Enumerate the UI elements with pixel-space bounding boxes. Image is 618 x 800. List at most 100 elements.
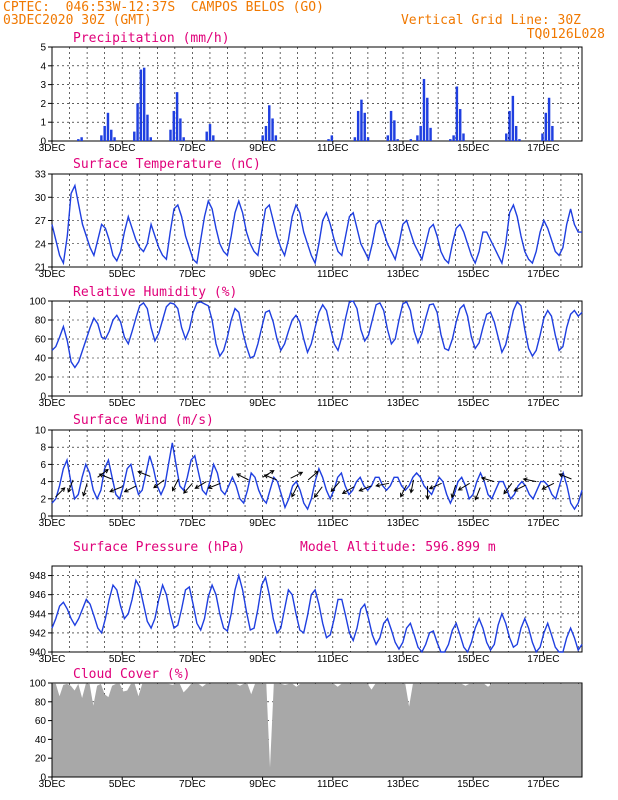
precip-bar bbox=[146, 114, 149, 141]
x-tick-label: 13DEC bbox=[387, 269, 419, 280]
precip-bar bbox=[511, 95, 515, 141]
precip-bar bbox=[205, 131, 208, 141]
series-line bbox=[51, 442, 583, 511]
x-tick-label: 9DEC bbox=[249, 398, 276, 409]
y-tick-label: 940 bbox=[29, 648, 46, 659]
precip-bar bbox=[106, 112, 110, 141]
precip-bar bbox=[212, 135, 215, 141]
y-tick-label: 8 bbox=[40, 443, 46, 454]
precip-bar bbox=[356, 110, 360, 141]
y-tick-label: 948 bbox=[29, 571, 46, 582]
wind-arrow bbox=[409, 479, 415, 494]
x-tick-label: 9DEC bbox=[249, 143, 276, 154]
wind-arrow bbox=[457, 482, 470, 491]
precip-bar bbox=[268, 105, 271, 141]
precip-bar bbox=[505, 133, 508, 141]
precip-bar bbox=[264, 125, 268, 141]
wind-arrow bbox=[513, 484, 527, 492]
wind-arrow bbox=[290, 471, 304, 479]
precip-bar bbox=[327, 139, 330, 141]
wind-arrow bbox=[375, 482, 390, 488]
x-tick-label: 7DEC bbox=[179, 398, 206, 409]
x-tick-label: 7DEC bbox=[179, 779, 206, 790]
precip-bar bbox=[182, 137, 185, 141]
y-tick-label: 4 bbox=[40, 61, 46, 72]
precip-bar bbox=[518, 139, 521, 141]
x-tick-label: 13DEC bbox=[387, 398, 419, 409]
y-tick-label: 30 bbox=[35, 193, 47, 204]
wind-arrow bbox=[194, 481, 207, 489]
x-tick-label: 11DEC bbox=[317, 518, 349, 529]
x-tick-label: 7DEC bbox=[179, 143, 206, 154]
x-tick-label: 17DEC bbox=[527, 269, 559, 280]
x-tick-label: 3DEC bbox=[39, 654, 66, 665]
x-tick-label: 5DEC bbox=[109, 779, 136, 790]
wind-arrow bbox=[558, 473, 572, 480]
x-tick-label: 15DEC bbox=[457, 269, 489, 280]
precip-bar bbox=[547, 97, 551, 141]
y-tick-label: 0 bbox=[40, 512, 46, 523]
precip-bar bbox=[455, 86, 459, 141]
y-tick-label: 60 bbox=[35, 335, 47, 346]
x-tick-label: 15DEC bbox=[457, 143, 489, 154]
x-tick-label: 17DEC bbox=[527, 143, 559, 154]
panel-annotation: Model Altitude: 596.899 m bbox=[300, 540, 496, 555]
precip-bar bbox=[462, 133, 465, 141]
x-tick-label: 9DEC bbox=[249, 779, 276, 790]
precip-bar bbox=[551, 125, 554, 141]
precip-bar bbox=[363, 112, 366, 141]
x-tick-label: 5DEC bbox=[109, 518, 136, 529]
precip-bar bbox=[274, 135, 278, 141]
precip-bar bbox=[169, 129, 172, 141]
y-tick-label: 80 bbox=[35, 697, 47, 708]
precip-bar bbox=[100, 135, 103, 141]
x-tick-label: 13DEC bbox=[387, 654, 419, 665]
wind-arrow bbox=[474, 487, 481, 501]
x-tick-label: 15DEC bbox=[457, 779, 489, 790]
wind-arrow bbox=[153, 479, 165, 489]
wind-arrow bbox=[541, 482, 555, 490]
x-tick-label: 3DEC bbox=[39, 779, 66, 790]
x-tick-label: 3DEC bbox=[39, 269, 66, 280]
y-tick-label: 5 bbox=[40, 43, 46, 54]
series-line bbox=[51, 183, 582, 266]
x-tick-label: 7DEC bbox=[179, 654, 206, 665]
wind-arrow bbox=[55, 487, 66, 498]
wind-arrow bbox=[400, 484, 407, 498]
wind-arrow bbox=[480, 476, 495, 483]
wind-arrow bbox=[307, 470, 319, 481]
y-tick-label: 2 bbox=[40, 494, 46, 505]
y-tick-label: 6 bbox=[40, 460, 46, 471]
y-tick-label: 33 bbox=[35, 170, 47, 181]
precip-bar bbox=[208, 124, 212, 141]
y-tick-label: 4 bbox=[40, 477, 46, 488]
run-time: 03DEC2020 30Z (GMT) bbox=[3, 13, 152, 28]
precip-bar bbox=[330, 135, 334, 141]
plot-frame-3 bbox=[51, 429, 583, 517]
x-tick-label: 11DEC bbox=[317, 143, 349, 154]
vertical-grid-label: Vertical Grid Line: 30Z bbox=[400, 13, 581, 28]
panel-title: Surface Pressure (hPa) bbox=[73, 540, 245, 555]
wind-arrow bbox=[98, 473, 112, 480]
x-tick-label: 3DEC bbox=[39, 143, 66, 154]
wind-arrow bbox=[137, 470, 151, 477]
x-tick-label: 5DEC bbox=[109, 269, 136, 280]
precip-bar bbox=[514, 125, 518, 141]
precip-bar bbox=[353, 137, 357, 141]
precip-bar bbox=[393, 120, 396, 141]
precip-bar bbox=[419, 125, 422, 141]
precip-bar bbox=[452, 135, 455, 141]
x-tick-label: 9DEC bbox=[249, 654, 276, 665]
x-tick-label: 17DEC bbox=[527, 398, 559, 409]
y-tick-label: 100 bbox=[29, 297, 46, 308]
x-tick-label: 17DEC bbox=[527, 654, 559, 665]
precip-bar bbox=[103, 125, 106, 141]
wind-arrow bbox=[291, 484, 299, 498]
precip-bar bbox=[139, 69, 143, 141]
wind-arrow bbox=[207, 482, 221, 490]
y-tick-label: 24 bbox=[35, 239, 47, 250]
x-tick-label: 17DEC bbox=[527, 779, 559, 790]
wind-arrow bbox=[67, 479, 74, 493]
precip-bar bbox=[271, 118, 274, 141]
